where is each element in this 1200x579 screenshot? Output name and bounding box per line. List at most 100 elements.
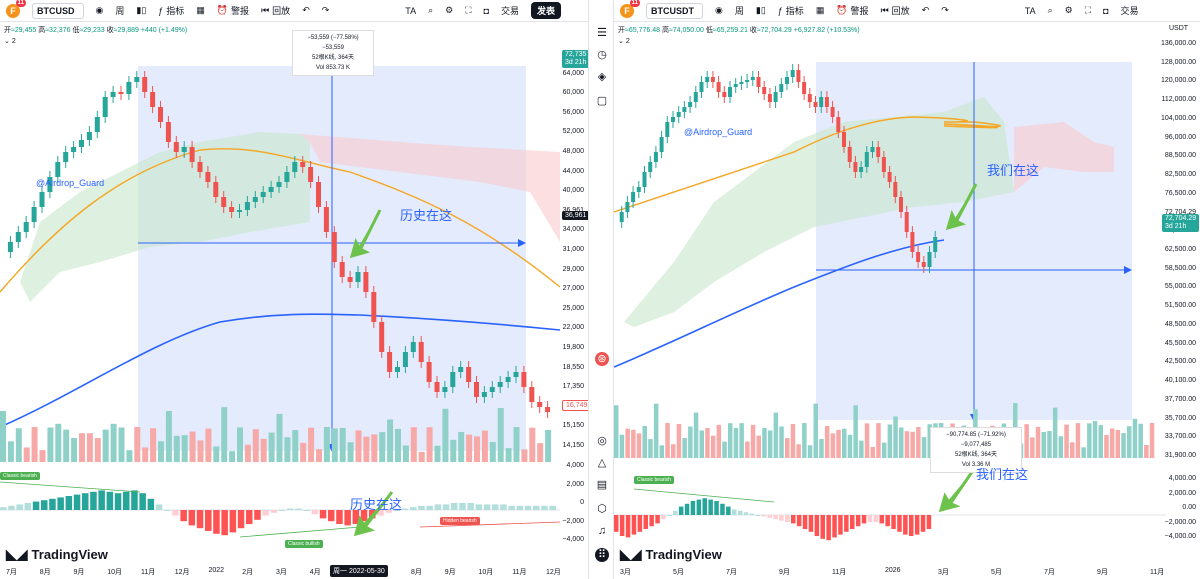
left-ma-orange	[0, 148, 560, 293]
calendar-icon[interactable]: ▤	[596, 479, 608, 491]
left-settings-button[interactable]: ⚙	[439, 0, 459, 22]
right-settings-button[interactable]: ⚙	[1059, 0, 1079, 22]
left-undo-button[interactable]: ↶	[296, 0, 316, 22]
right-ma-blue	[614, 239, 945, 368]
price-axis-tick: 64,000	[562, 69, 584, 77]
time-axis-tick: 8月	[411, 569, 422, 576]
left-chart-type-button[interactable]: ▮▯	[130, 0, 152, 22]
osc-histogram-bar	[791, 515, 796, 524]
left-interval-button[interactable]: 周	[109, 0, 130, 22]
left-replay-button[interactable]: ⏮ 回放	[255, 0, 296, 22]
volume-bar	[921, 437, 927, 458]
candle-body	[347, 277, 353, 282]
candle-body	[653, 152, 658, 162]
right-logo[interactable]: F 11	[614, 0, 640, 22]
right-search-button[interactable]: ⌕	[1042, 0, 1059, 22]
left-symbol-button[interactable]: BTCUSD	[26, 0, 90, 22]
candle-body	[402, 352, 408, 367]
volume-bar	[893, 416, 898, 458]
low-value: ≈29,233	[79, 27, 105, 34]
volume-bar	[1098, 425, 1103, 458]
menu-dots-icon[interactable]: ⠿	[595, 548, 609, 562]
right-indicator-count[interactable]: ⌄ 2	[618, 38, 630, 45]
volume-bar	[1115, 430, 1121, 458]
right-chart-canvas[interactable]	[614, 22, 1166, 565]
right-layout-button[interactable]: ▦	[810, 0, 831, 22]
left-chart-canvas[interactable]	[0, 22, 560, 565]
chat-icon[interactable]: ▢	[596, 95, 608, 107]
alarm-clock-icon[interactable]: ◷	[597, 49, 607, 61]
high-label: 高	[661, 27, 669, 34]
left-publish-button[interactable]: 发表	[525, 0, 567, 22]
bell-icon[interactable]: ♫	[597, 525, 607, 537]
right-chart-type-button[interactable]: ▮▯	[750, 0, 772, 22]
volume-bar	[779, 426, 784, 458]
left-snapshot-button[interactable]: ◘	[478, 0, 495, 22]
left-indicator-count[interactable]: ⌄ 2	[4, 38, 16, 45]
left-alert-button[interactable]: ⏰ 警报	[211, 0, 255, 22]
left-ta-button[interactable]: TA	[399, 0, 422, 22]
osc-histogram-bar	[65, 496, 73, 510]
volume-bar	[213, 446, 220, 462]
left-trade-button[interactable]: 交易	[495, 0, 525, 22]
osc-histogram-bar	[426, 505, 433, 510]
volume-bar	[521, 449, 528, 462]
volume-bar	[371, 434, 378, 462]
left-logo[interactable]: F 11	[0, 0, 26, 22]
price-axis-tick: 128,000.00	[1160, 58, 1196, 66]
candle-body	[648, 162, 653, 172]
price-tag-top-sub: 3d 21h	[565, 59, 587, 66]
pattern-icon[interactable]: △	[597, 457, 607, 469]
right-symbol-button[interactable]: BTCUSDT	[640, 0, 709, 22]
right-chart-pane[interactable]: F 11 BTCUSDT ◉ 周 ▮▯ ƒ 指标 ▦ ⏰ 警报 ⏮ 回放 ↶ ↷ TA …	[614, 0, 1200, 579]
candle-body	[134, 77, 140, 82]
watchlist-icon[interactable]: ☰	[597, 27, 607, 39]
left-redo-button[interactable]: ↷	[316, 0, 336, 22]
right-redo-button[interactable]: ↷	[935, 0, 955, 22]
volume-bar	[402, 445, 409, 462]
candles-icon: ▮▯	[136, 5, 147, 15]
right-compare-button[interactable]: ◉	[709, 0, 729, 22]
left-search-button[interactable]: ⌕	[422, 0, 439, 22]
left-compare-button[interactable]: ◉	[90, 0, 110, 22]
target-icon[interactable]: ◎	[597, 435, 607, 447]
ideas-icon[interactable]: ⬡	[597, 503, 607, 515]
osc-histogram-bar	[336, 510, 343, 524]
osc-histogram-bar	[508, 505, 515, 510]
right-fullscreen-button[interactable]: ⛶	[1079, 0, 1097, 22]
candle-body	[893, 182, 898, 197]
right-interval-button[interactable]: 周	[729, 0, 750, 22]
right-alert-button[interactable]: ⏰ 警报	[830, 0, 874, 22]
volume-bar	[395, 428, 401, 462]
left-cloud-red	[300, 134, 560, 242]
right-toolbar: F 11 BTCUSDT ◉ 周 ▮▯ ƒ 指标 ▦ ⏰ 警报 ⏮ 回放 ↶ ↷ TA …	[614, 0, 1200, 22]
price-axis-tick: 36,961	[563, 207, 584, 214]
left-divergence-line-3	[419, 521, 560, 528]
left-indicators-button[interactable]: ƒ 指标	[152, 0, 190, 22]
time-axis-tick: 10月	[478, 569, 494, 576]
right-indicators-button[interactable]: ƒ 指标	[772, 0, 810, 22]
candle-body	[244, 202, 250, 210]
left-layout-button[interactable]: ▦	[190, 0, 211, 22]
layers-icon[interactable]: ◈	[597, 71, 607, 83]
candle-body	[513, 372, 519, 377]
osc-histogram-bar	[82, 493, 89, 510]
right-tradingview-logo[interactable]: ◣◢ TradingView	[620, 546, 722, 563]
right-replay-button[interactable]: ⏮ 回放	[875, 0, 916, 22]
left-chart-pane[interactable]: F 11 BTCUSD ◉ 周 ▮▯ ƒ 指标 ▦ ⏰ 警报 ⏮ 回放 ↶ ↷ TA ⌕…	[0, 0, 588, 579]
candle-body	[665, 122, 670, 137]
right-ta-button[interactable]: TA	[1019, 0, 1042, 22]
right-undo-button[interactable]: ↶	[916, 0, 936, 22]
candle-body	[750, 77, 755, 80]
right-trade-button[interactable]: 交易	[1115, 0, 1145, 22]
right-snapshot-button[interactable]: ◘	[1097, 0, 1114, 22]
left-fullscreen-button[interactable]: ⛶	[459, 0, 477, 22]
left-tradingview-logo[interactable]: ◣◢ TradingView	[6, 546, 108, 563]
volume-bar	[790, 423, 796, 458]
time-axis-tick: 10月	[107, 569, 123, 576]
osc-histogram-bar	[749, 513, 755, 515]
candle-body	[505, 377, 511, 382]
undo-icon: ↶	[302, 5, 310, 15]
cursor-icon[interactable]: ⊛	[595, 352, 609, 366]
osc-axis-tick: 4,000	[566, 462, 584, 469]
